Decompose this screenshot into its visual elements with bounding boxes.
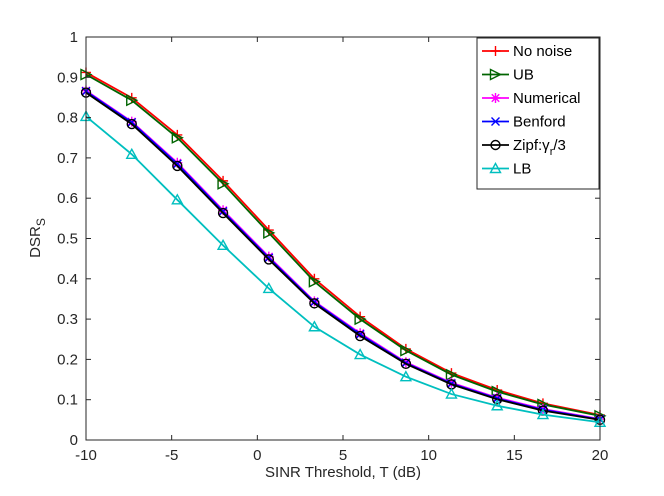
legend-item: No noise [482,43,572,60]
data-point [171,193,184,205]
series-line [85,115,601,424]
y-tick-label: 0.4 [57,271,78,288]
data-point [400,358,412,370]
data-point [445,368,459,381]
data-point [309,298,320,309]
legend-label: UB [513,67,534,84]
data-point [172,160,183,172]
data-point [536,408,550,420]
x-axis-label: SINR Threshold, T (dB) [265,464,421,481]
data-point [125,147,138,159]
series-lb [79,109,607,427]
data-point [172,159,182,169]
data-point [171,131,184,144]
legend-marker [490,139,501,151]
legend-item: LB [482,161,531,178]
series-zipf-r-3 [80,87,606,426]
data-point [217,207,229,219]
y-tick-label: 0.8 [57,110,78,127]
legend-item: Zipf:γr/3 [482,137,566,158]
data-point [126,118,137,130]
legend-item: Benford [482,114,566,131]
x-tick-label: 5 [339,447,347,464]
legend-marker [490,93,501,103]
legend-box [476,37,600,190]
legend-item: UB [482,67,534,84]
y-tick-label: 0.7 [57,150,78,167]
x-tick-label: 0 [253,447,261,464]
y-tick-label: 0.5 [57,231,78,248]
data-point [263,254,275,265]
y-tick-label: 0 [70,432,78,449]
y-axis-label: DSRS [27,218,48,258]
x-tick-label: 15 [506,447,523,464]
data-point [400,344,413,357]
legend-marker [490,46,501,56]
legend: No noise UB Numerical Benford Zipf:γr/3 LB [476,37,600,190]
data-point [353,348,367,360]
y-tick-label: 0.9 [57,69,78,86]
data-point [263,226,276,239]
data-point [216,238,230,251]
series-line [85,91,601,421]
series-ub [80,68,607,422]
legend-marker [489,68,503,81]
x-tick-label: 20 [592,447,609,464]
x-tick-label: -10 [75,447,97,464]
y-tick-label: 0.1 [57,392,78,409]
data-point [491,399,504,411]
data-point [492,394,503,405]
y-tick-label: 0.2 [57,351,78,368]
data-point [355,328,366,339]
data-point [262,282,276,294]
legend-item: Numerical [482,90,581,107]
data-point [445,387,458,399]
data-point [399,370,413,382]
axes-layer: -10 -5 0 5 10 15 20 0 0.1 0.2 0.3 0.4 0.5 0.6 0.7 0.8 0.… [57,29,608,464]
data-point [354,312,367,326]
y-tick-label: 1 [70,29,78,46]
legend-label: Benford [513,114,566,131]
series-line [85,73,601,417]
y-tick-label: 0.6 [57,190,78,207]
x-tick-label: 10 [420,447,437,464]
x-tick-label: -5 [165,447,178,464]
legend-label: Zipf:γr/3 [513,137,566,158]
data-point [354,330,366,342]
data-point [126,94,139,107]
legend-label: Numerical [513,90,581,107]
legend-label: LB [513,161,531,178]
series-line [85,71,601,416]
data-point [308,275,321,288]
y-axis-label-main: DSR [27,226,44,258]
legend-marker [489,162,502,174]
data-point [308,320,321,332]
legend-marker [491,117,500,126]
data-point [217,177,230,190]
y-tick-label: 0.3 [57,311,78,328]
series-layer [79,67,607,427]
y-axis-label-subscript: S [34,218,48,226]
legend-label: No noise [513,43,572,60]
